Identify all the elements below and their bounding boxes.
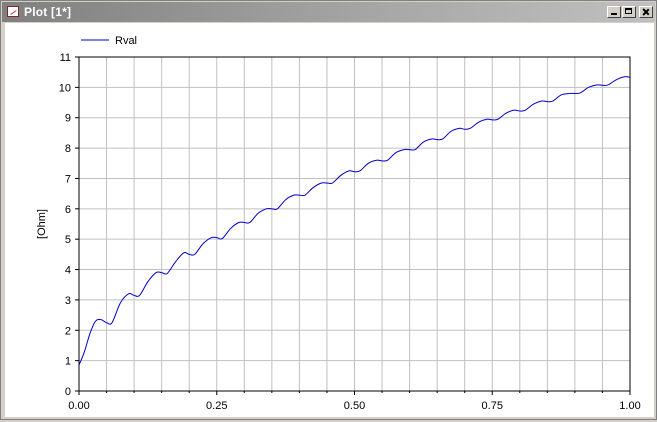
- close-button[interactable]: [639, 6, 653, 18]
- y-tick-label: 2: [65, 325, 71, 337]
- maximize-button[interactable]: [622, 6, 636, 18]
- y-tick-label: 11: [60, 52, 71, 64]
- x-tick-label: 0.25: [206, 400, 227, 412]
- y-tick-label: 10: [59, 82, 71, 94]
- y-tick-label: 6: [65, 204, 71, 216]
- minimize-button[interactable]: [607, 6, 621, 18]
- title-bar[interactable]: Plot [1*]: [2, 2, 655, 22]
- grid-layer: [79, 57, 630, 391]
- series-layer: [78, 76, 631, 366]
- x-tick-label: 1.00: [619, 400, 640, 412]
- y-axis-label: [Ohm]: [36, 209, 48, 239]
- y-tick-label: 1: [65, 356, 71, 368]
- x-tick-label: 0.00: [68, 400, 89, 412]
- y-tick-label: 8: [65, 143, 71, 155]
- y-tick-label: 3: [65, 295, 71, 307]
- y-tick-label: 0: [65, 386, 71, 398]
- ticks-layer: 0 1 2 3 4 5 6 7 8 9 10 11 0.00 0.25 0.50 0.75 1.00: [59, 52, 641, 412]
- plot-app-icon: [7, 6, 19, 17]
- series-line-rval: [78, 76, 631, 366]
- y-tick-label: 7: [65, 173, 71, 185]
- y-tick-label: 5: [65, 234, 71, 246]
- legend-label-rval: Rval: [115, 35, 137, 47]
- y-tick-label: 4: [65, 265, 71, 277]
- y-tick-label: 9: [65, 113, 71, 125]
- x-tick-label: 0.50: [344, 400, 365, 412]
- window-title: Plot [1*]: [24, 5, 72, 19]
- plot-area-container: 0 1 2 3 4 5 6 7 8 9 10 11 0.00 0.25 0.50 0.75 1.00 Rval …: [5, 23, 654, 417]
- legend: Rval: [81, 35, 137, 47]
- x-tick-label: 0.75: [482, 400, 503, 412]
